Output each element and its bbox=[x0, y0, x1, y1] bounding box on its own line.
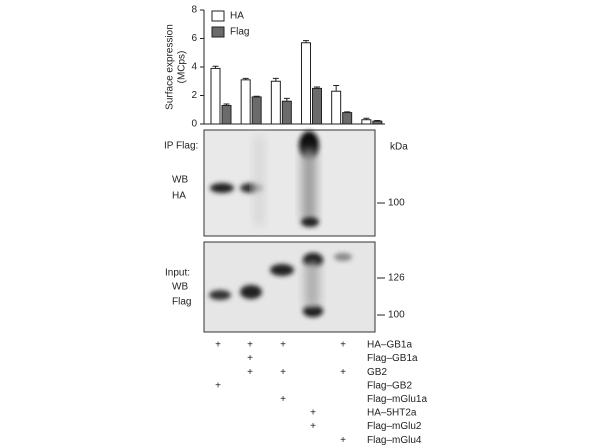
condition-label: GB2 bbox=[367, 367, 387, 378]
bar bbox=[221, 104, 232, 125]
bar bbox=[331, 90, 342, 125]
y-tick-label: 8 bbox=[191, 5, 197, 16]
condition-label: Flag–GB2 bbox=[367, 380, 412, 391]
marker-label: 126 bbox=[388, 273, 405, 284]
condition-label: HA–5HT2a bbox=[367, 408, 417, 419]
condition-mark: + bbox=[310, 408, 316, 419]
marker-label: 100 bbox=[388, 310, 405, 321]
blot-ip bbox=[203, 129, 376, 237]
blot-label: Flag bbox=[172, 297, 191, 308]
condition-label: Flag–mGlu1a bbox=[367, 394, 427, 405]
legend-swatch bbox=[211, 26, 225, 38]
error-bar bbox=[212, 65, 219, 69]
error-bar bbox=[374, 119, 381, 122]
error-bar bbox=[242, 77, 249, 80]
bar bbox=[240, 79, 251, 125]
y-axis-label: Surface expression bbox=[165, 24, 176, 110]
blot-label: WB bbox=[172, 282, 188, 293]
bar bbox=[251, 96, 262, 125]
condition-mark: + bbox=[247, 340, 253, 351]
error-bar bbox=[303, 40, 309, 43]
blot-label: HA bbox=[172, 191, 186, 202]
legend-swatch bbox=[211, 10, 225, 22]
bar bbox=[372, 120, 383, 125]
legend-label: Flag bbox=[230, 27, 249, 38]
unit-label: kDa bbox=[390, 142, 408, 153]
blot-label: IP Flag: bbox=[164, 141, 198, 152]
condition-mark: + bbox=[280, 367, 286, 378]
error-bar bbox=[314, 86, 320, 89]
bar bbox=[361, 119, 372, 125]
condition-mark: + bbox=[280, 394, 286, 405]
condition-mark: + bbox=[247, 353, 253, 364]
error-bar bbox=[333, 85, 340, 92]
y-axis-label: (MCps) bbox=[177, 51, 188, 84]
error-bar bbox=[363, 117, 370, 120]
y-tick-label: 2 bbox=[191, 90, 197, 101]
bar bbox=[210, 67, 221, 125]
y-tick-label: 0 bbox=[191, 119, 197, 130]
marker-label: 100 bbox=[388, 198, 405, 209]
condition-mark: + bbox=[280, 340, 286, 351]
condition-mark: + bbox=[340, 340, 346, 351]
condition-label: HA–GB1a bbox=[367, 340, 412, 351]
error-bar bbox=[272, 77, 279, 82]
condition-mark: + bbox=[310, 421, 316, 432]
condition-label: Flag–mGlu4 bbox=[367, 435, 422, 446]
condition-mark: + bbox=[215, 340, 221, 351]
y-tick-label: 6 bbox=[191, 33, 197, 44]
legend-label: HA bbox=[230, 11, 244, 22]
y-tick-label: 4 bbox=[191, 62, 197, 73]
condition-label: Flag–mGlu2 bbox=[367, 421, 422, 432]
blot-label: Input: bbox=[165, 268, 190, 279]
bar bbox=[342, 112, 353, 125]
bar bbox=[281, 100, 292, 125]
condition-mark: + bbox=[247, 367, 253, 378]
condition-mark: + bbox=[340, 367, 346, 378]
error-bar bbox=[253, 95, 260, 97]
bar bbox=[301, 42, 311, 125]
condition-mark: + bbox=[340, 435, 346, 446]
blot-label: WB bbox=[172, 175, 188, 186]
bar bbox=[312, 87, 322, 125]
error-bar bbox=[223, 103, 230, 106]
condition-mark: + bbox=[215, 380, 221, 391]
blot-input bbox=[203, 241, 376, 333]
bar bbox=[270, 80, 281, 125]
condition-label: Flag–GB1a bbox=[367, 353, 418, 364]
error-bar bbox=[344, 111, 351, 113]
error-bar bbox=[283, 97, 290, 102]
